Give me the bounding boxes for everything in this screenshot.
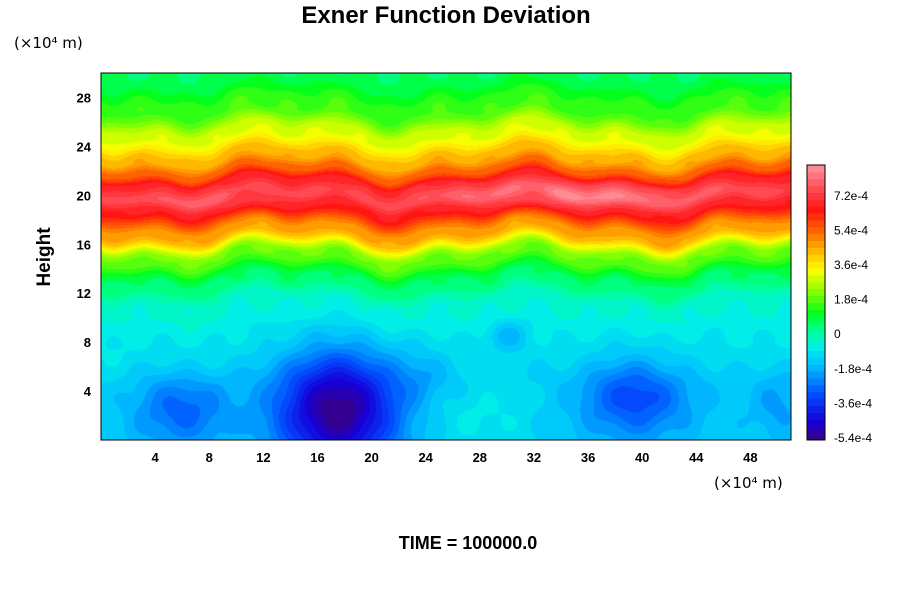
plot-frame: [100, 72, 792, 441]
y-axis-label: Height: [34, 227, 55, 287]
colorbar-band: [807, 275, 825, 283]
heatmap-field: [101, 73, 791, 440]
x-tick-label: 32: [527, 450, 541, 465]
colorbar-band: [807, 185, 825, 193]
colorbar-ticks: -5.4e-4 -3.6e-4 -1.8e-4 0 1.8e-4 3.6e-4 5.4e-4…: [834, 189, 872, 445]
x-tick-label: 4: [151, 450, 159, 465]
colorbar-tick-label: -1.8e-4: [834, 362, 872, 376]
colorbar-band: [807, 350, 825, 358]
colorbar-band: [807, 391, 825, 400]
colorbar-band: [807, 419, 825, 427]
colorbar-band: [807, 295, 825, 303]
colorbar-band: [807, 378, 825, 386]
colorbar-band: [807, 385, 825, 393]
colorbar-tick-label: 5.4e-4: [834, 223, 868, 237]
colorbar-band: [807, 165, 825, 173]
chart-title: Exner Function Deviation: [301, 2, 590, 29]
colorbar-band: [807, 316, 825, 324]
colorbar-band: [807, 240, 825, 248]
y-tick-label: 12: [77, 286, 91, 301]
colorbar-band: [807, 302, 825, 310]
y-axis-unit: (×10⁴ m): [14, 34, 83, 52]
x-tick-label: 16: [310, 450, 324, 465]
colorbar-band: [807, 371, 825, 379]
colorbar-band: [807, 281, 825, 290]
colorbar-band: [807, 405, 825, 413]
time-label: TIME = 100000.0: [399, 533, 538, 553]
x-tick-label: 8: [206, 450, 213, 465]
y-tick-label: 24: [77, 139, 92, 154]
y-axis-ticks: 4 8 12 16 20 24 28: [77, 91, 92, 400]
y-tick-label: 16: [77, 237, 91, 252]
colorbar-band: [807, 233, 825, 242]
colorbar-band: [807, 309, 825, 317]
colorbar-band: [807, 433, 825, 441]
colorbar-band: [807, 288, 825, 297]
colorbar-tick-label: 1.8e-4: [834, 293, 868, 307]
colorbar-band: [807, 268, 825, 276]
x-tick-label: 36: [581, 450, 595, 465]
colorbar-bands: [807, 165, 825, 441]
y-tick-label: 28: [77, 91, 91, 106]
colorbar-band: [807, 364, 825, 372]
colorbar-tick-label: 7.2e-4: [834, 189, 868, 203]
colorbar: -5.4e-4 -3.6e-4 -1.8e-4 0 1.8e-4 3.6e-4 5.4e-4…: [806, 164, 872, 445]
colorbar-band: [807, 336, 825, 345]
colorbar-band: [807, 254, 825, 262]
colorbar-band: [807, 261, 825, 269]
colorbar-band: [807, 247, 825, 255]
colorbar-tick-label: -5.4e-4: [834, 431, 872, 445]
colorbar-band: [807, 343, 825, 352]
x-axis-unit: (×10⁴ m): [714, 474, 783, 492]
colorbar-frame: [806, 164, 826, 441]
colorbar-tick-label: 3.6e-4: [834, 258, 868, 272]
colorbar-band: [807, 220, 825, 228]
colorbar-band: [807, 323, 825, 331]
colorbar-band: [807, 213, 825, 221]
colorbar-band: [807, 330, 825, 338]
colorbar-band: [807, 226, 825, 235]
y-tick-label: 20: [77, 188, 91, 203]
x-tick-label: 20: [364, 450, 378, 465]
x-tick-label: 44: [689, 450, 704, 465]
colorbar-band: [807, 206, 825, 214]
colorbar-band: [807, 357, 825, 365]
colorbar-band: [807, 178, 825, 187]
x-tick-label: 28: [473, 450, 487, 465]
colorbar-tick-label: 0: [834, 327, 841, 341]
colorbar-band: [807, 199, 825, 207]
y-tick-label: 8: [84, 335, 91, 350]
x-tick-label: 12: [256, 450, 270, 465]
colorbar-band: [807, 398, 825, 407]
heatmap-plot-area: [100, 72, 792, 441]
x-tick-label: 48: [743, 450, 757, 465]
colorbar-band: [807, 412, 825, 420]
x-tick-label: 24: [418, 450, 433, 465]
x-axis-ticks: 4 8 12 16 20 24 28 32 36 40 44 48: [151, 450, 757, 465]
x-tick-label: 40: [635, 450, 649, 465]
colorbar-tick-label: -3.6e-4: [834, 397, 872, 411]
colorbar-band: [807, 426, 825, 434]
colorbar-band: [807, 171, 825, 180]
y-tick-label: 4: [84, 384, 92, 399]
colorbar-band: [807, 192, 825, 200]
